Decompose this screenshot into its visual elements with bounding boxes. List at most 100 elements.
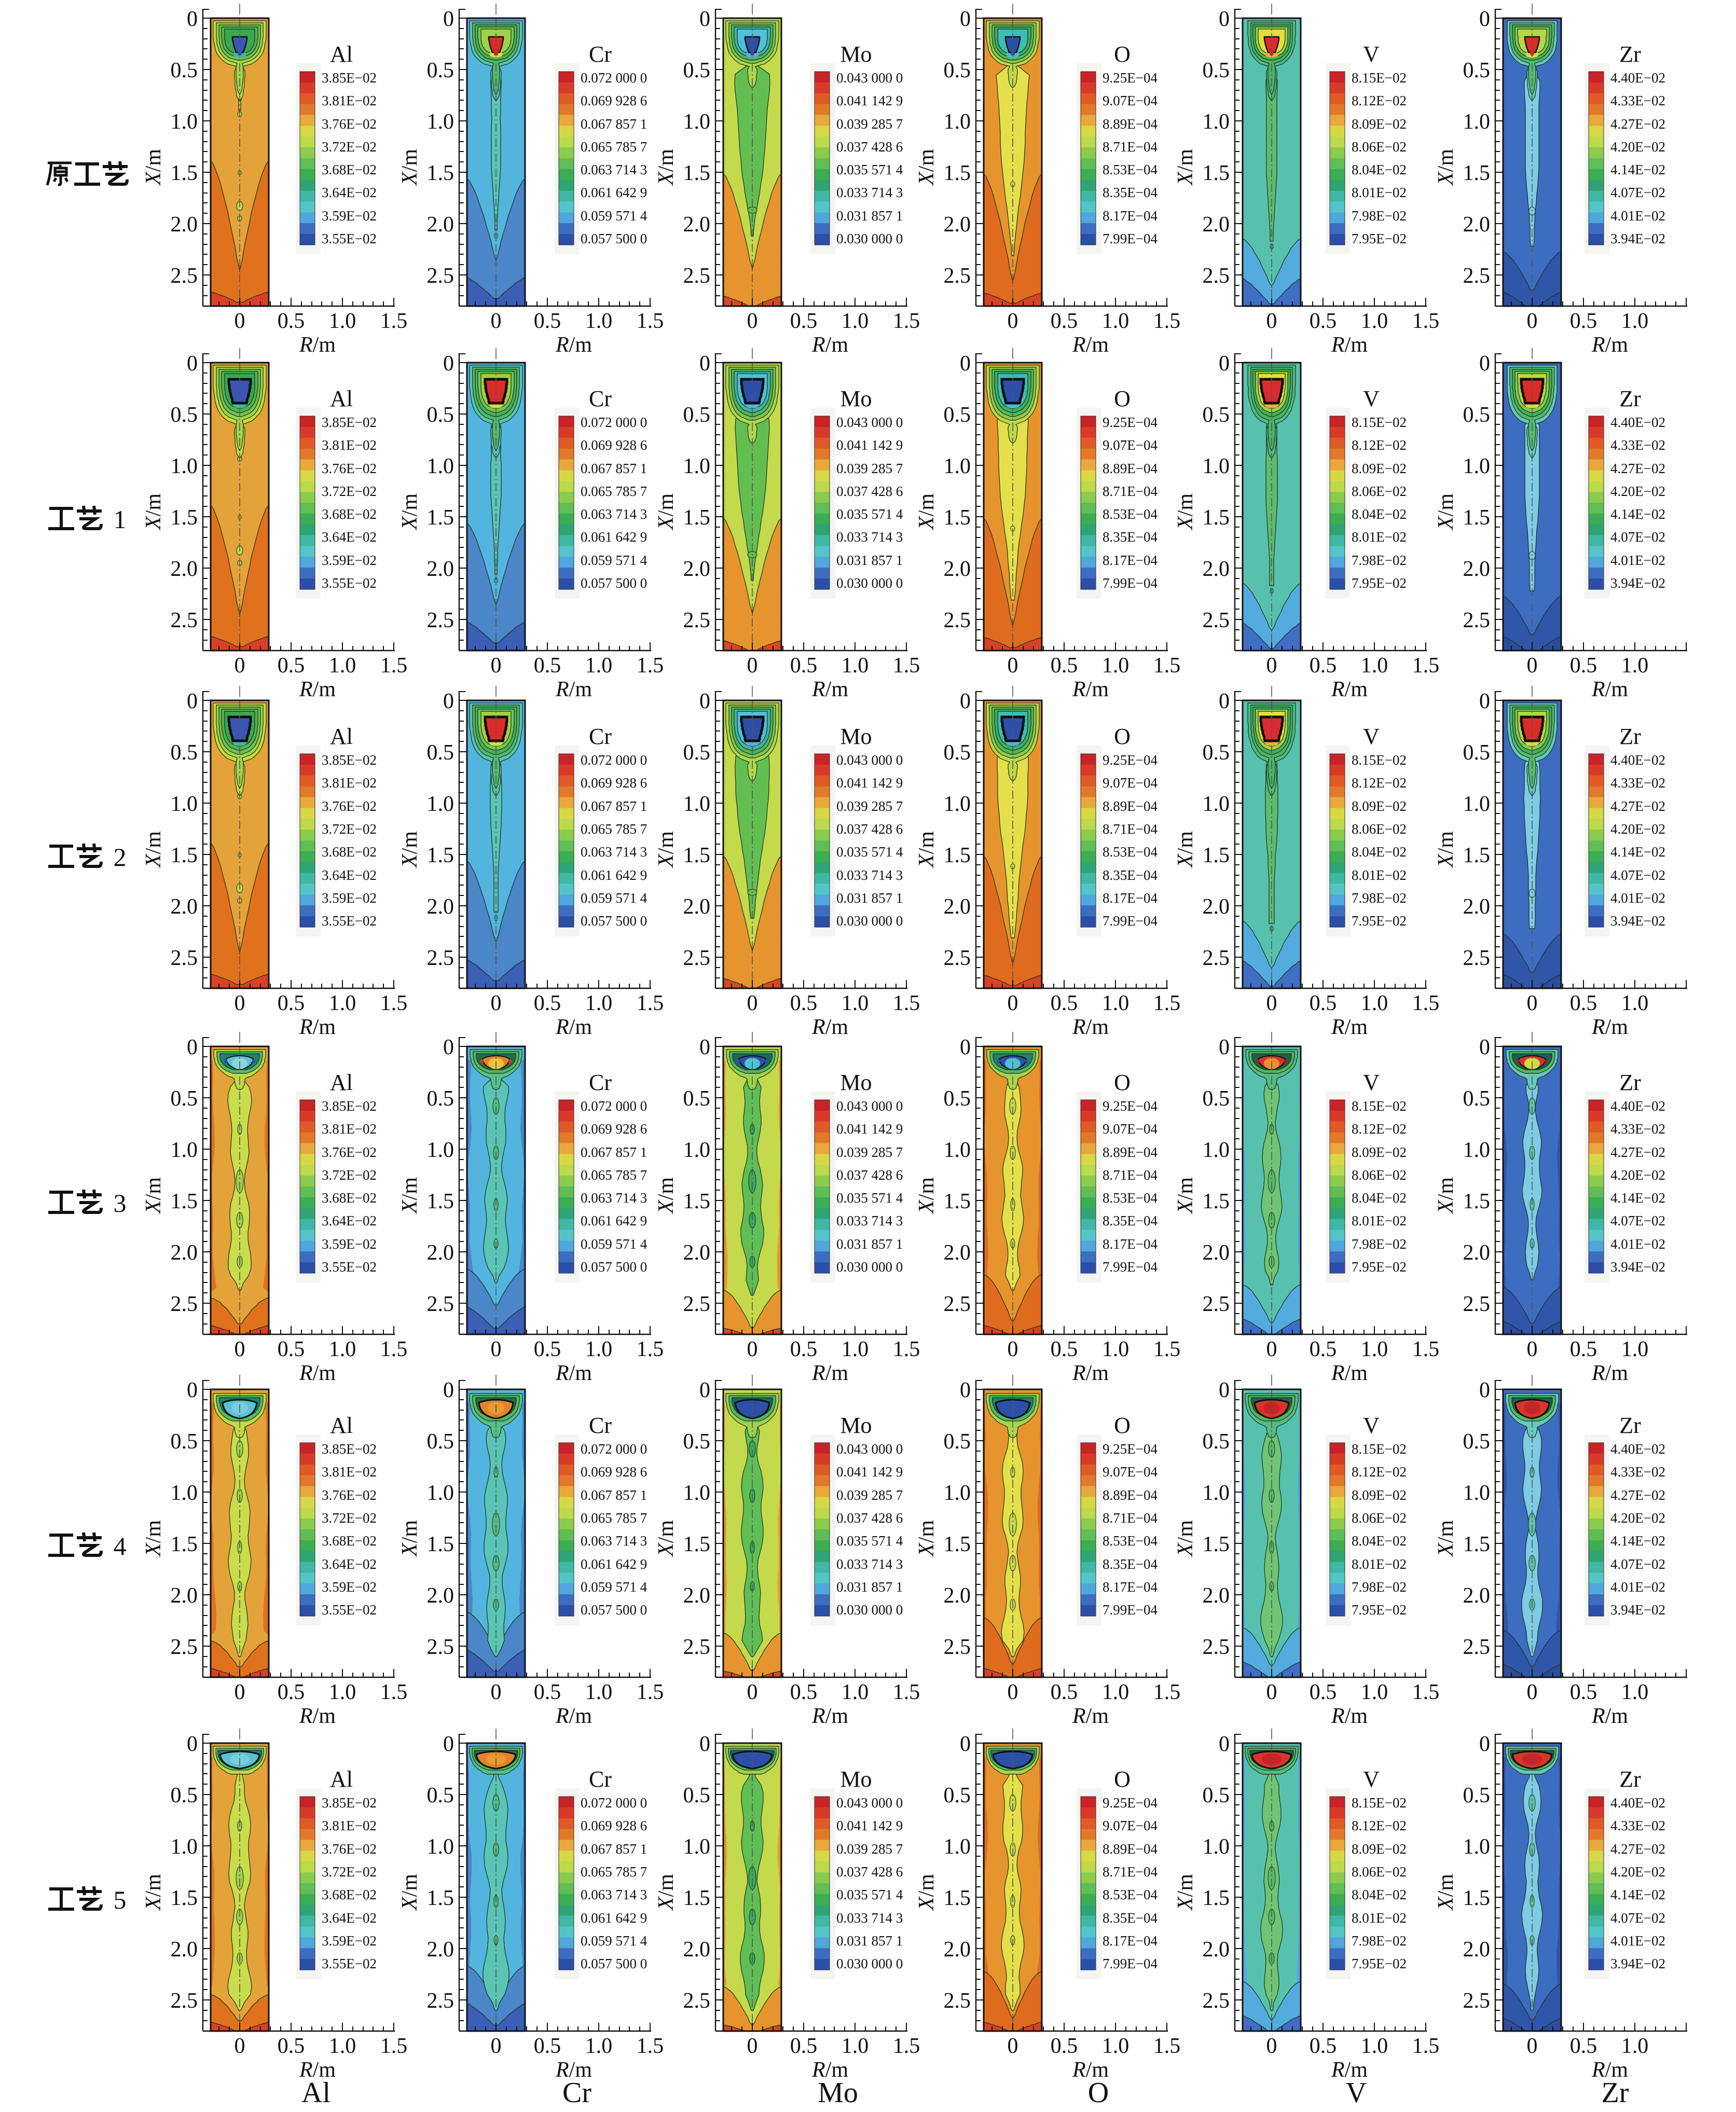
svg-text:1.5: 1.5 [171, 844, 198, 867]
svg-text:0: 0 [491, 654, 502, 678]
svg-text:1.0: 1.0 [171, 110, 198, 134]
svg-text:0.065 785 7: 0.065 785 7 [581, 1864, 647, 1880]
svg-text:1.0: 1.0 [329, 2034, 356, 2058]
svg-text:1.0: 1.0 [1361, 309, 1388, 333]
svg-text:0.069 928 6: 0.069 928 6 [581, 775, 647, 791]
svg-text:0.5: 0.5 [427, 59, 454, 82]
svg-text:8.89E−04: 8.89E−04 [1103, 798, 1158, 814]
svg-text:4.33E−02: 4.33E−02 [1610, 437, 1665, 453]
svg-text:0.030 000 0: 0.030 000 0 [836, 1956, 903, 1971]
svg-text:0: 0 [187, 1378, 198, 1402]
svg-text:0.5: 0.5 [1051, 654, 1078, 678]
svg-text:0.5: 0.5 [1463, 59, 1491, 82]
svg-text:1.0: 1.0 [944, 1835, 971, 1859]
svg-text:0.057 500 0: 0.057 500 0 [581, 1602, 647, 1618]
svg-text:8.09E−02: 8.09E−02 [1352, 798, 1407, 814]
svg-text:X/m: X/m [654, 1520, 678, 1557]
svg-text:1.0: 1.0 [1203, 454, 1230, 478]
svg-text:2.5: 2.5 [683, 264, 711, 288]
svg-text:2.0: 2.0 [427, 213, 454, 237]
svg-text:0: 0 [1479, 689, 1490, 713]
svg-text:2.5: 2.5 [944, 609, 971, 632]
svg-text:1.5: 1.5 [1412, 2034, 1440, 2058]
svg-text:3.72E−02: 3.72E−02 [322, 1167, 377, 1183]
svg-text:2.0: 2.0 [427, 1938, 454, 1962]
svg-text:1.5: 1.5 [893, 309, 920, 333]
svg-text:1.5: 1.5 [1203, 506, 1230, 530]
svg-text:7.98E−02: 7.98E−02 [1352, 1236, 1407, 1252]
svg-text:8.06E−02: 8.06E−02 [1352, 1510, 1407, 1526]
svg-text:1.0: 1.0 [842, 309, 869, 333]
svg-text:Al: Al [301, 2077, 330, 2109]
svg-text:1.0: 1.0 [329, 1337, 356, 1361]
svg-text:1.0: 1.0 [842, 654, 869, 678]
svg-text:V: V [1346, 2077, 1367, 2109]
svg-text:X/m: X/m [915, 831, 939, 868]
svg-text:0: 0 [491, 991, 502, 1015]
svg-text:X/m: X/m [398, 831, 422, 868]
svg-text:8.06E−02: 8.06E−02 [1352, 1167, 1407, 1183]
svg-text:0.5: 0.5 [944, 1087, 971, 1111]
svg-text:1.5: 1.5 [637, 309, 664, 333]
svg-text:0: 0 [1008, 2034, 1018, 2058]
svg-text:2.0: 2.0 [1463, 557, 1491, 581]
svg-text:0.072 000 0: 0.072 000 0 [581, 1098, 647, 1114]
svg-text:0.067 857 1: 0.067 857 1 [581, 461, 647, 476]
svg-text:7.95E−02: 7.95E−02 [1352, 913, 1407, 929]
svg-text:8.17E−04: 8.17E−04 [1103, 890, 1158, 906]
svg-text:Mo: Mo [840, 1413, 872, 1438]
svg-text:0.057 500 0: 0.057 500 0 [581, 575, 647, 591]
svg-text:8.71E−04: 8.71E−04 [1103, 139, 1158, 155]
svg-text:R/m: R/m [811, 1015, 848, 1039]
svg-text:0: 0 [235, 991, 245, 1015]
svg-text:3.81E−02: 3.81E−02 [322, 1464, 377, 1480]
svg-text:4.40E−02: 4.40E−02 [1610, 752, 1665, 768]
svg-text:8.09E−02: 8.09E−02 [1352, 1841, 1407, 1857]
svg-text:2.0: 2.0 [171, 1584, 198, 1608]
svg-text:0.5: 0.5 [1051, 2034, 1078, 2058]
svg-text:0: 0 [1527, 309, 1538, 333]
svg-text:2.0: 2.0 [171, 557, 198, 581]
svg-text:0.5: 0.5 [1463, 1087, 1491, 1111]
svg-text:9.25E−04: 9.25E−04 [1103, 70, 1158, 86]
svg-text:R/m: R/m [299, 678, 336, 701]
svg-text:0: 0 [960, 7, 971, 31]
svg-text:Cr: Cr [562, 2077, 591, 2109]
svg-text:R/m: R/m [811, 2058, 848, 2082]
svg-text:0.061 642 9: 0.061 642 9 [581, 185, 647, 200]
svg-text:1.0: 1.0 [1102, 309, 1129, 333]
svg-text:0.5: 0.5 [790, 991, 818, 1015]
svg-text:3.85E−02: 3.85E−02 [322, 1098, 377, 1114]
svg-text:1.5: 1.5 [427, 1886, 454, 1910]
svg-text:2.5: 2.5 [1463, 946, 1491, 970]
svg-text:2.5: 2.5 [1463, 1989, 1491, 2013]
svg-text:0.035 571 4: 0.035 571 4 [836, 1887, 903, 1902]
svg-text:1.5: 1.5 [1203, 1190, 1230, 1213]
svg-text:0.5: 0.5 [790, 654, 818, 678]
svg-text:8.09E−02: 8.09E−02 [1352, 116, 1407, 132]
svg-text:0.5: 0.5 [1203, 1430, 1230, 1454]
svg-text:4: 4 [114, 1531, 127, 1561]
svg-text:O: O [1114, 1070, 1131, 1095]
svg-text:0.033 714 3: 0.033 714 3 [836, 867, 903, 883]
svg-text:X/m: X/m [915, 149, 939, 186]
svg-text:0.5: 0.5 [1203, 1784, 1230, 1807]
svg-text:7.98E−02: 7.98E−02 [1352, 890, 1407, 906]
svg-text:0: 0 [1527, 654, 1538, 678]
svg-text:1.0: 1.0 [329, 1680, 356, 1704]
svg-text:0.5: 0.5 [278, 991, 305, 1015]
svg-text:1.0: 1.0 [1361, 991, 1388, 1015]
svg-text:2.0: 2.0 [1463, 213, 1491, 237]
svg-text:Mo: Mo [840, 1070, 872, 1095]
svg-text:0.057 500 0: 0.057 500 0 [581, 231, 647, 246]
svg-text:0.5: 0.5 [171, 1087, 198, 1111]
svg-text:8.89E−04: 8.89E−04 [1103, 116, 1158, 132]
svg-text:0.057 500 0: 0.057 500 0 [581, 1259, 647, 1275]
svg-text:1.5: 1.5 [1463, 1533, 1491, 1556]
svg-text:1.0: 1.0 [944, 454, 971, 478]
svg-text:8.35E−04: 8.35E−04 [1103, 1910, 1158, 1926]
svg-text:Zr: Zr [1619, 1070, 1641, 1095]
svg-text:R/m: R/m [1591, 678, 1628, 701]
svg-text:0.065 785 7: 0.065 785 7 [581, 821, 647, 837]
svg-text:0: 0 [699, 689, 710, 713]
